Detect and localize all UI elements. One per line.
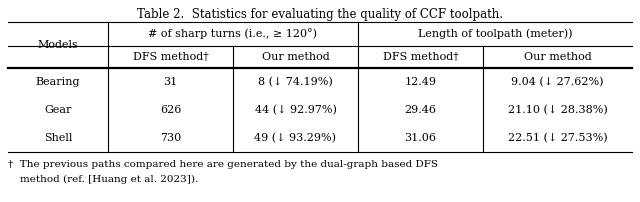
Text: 8 (↓ 74.19%): 8 (↓ 74.19%): [258, 77, 333, 87]
Text: Gear: Gear: [44, 105, 72, 115]
Text: Our method: Our method: [524, 52, 591, 62]
Text: †  The previous paths compared here are generated by the dual-graph based DFS: † The previous paths compared here are g…: [8, 160, 438, 169]
Text: Models: Models: [38, 40, 78, 50]
Text: method (ref. [Huang et al. 2023]).: method (ref. [Huang et al. 2023]).: [20, 175, 198, 184]
Text: Length of toolpath (meter)): Length of toolpath (meter)): [418, 29, 572, 39]
Text: Shell: Shell: [44, 133, 72, 143]
Text: 9.04 (↓ 27.62%): 9.04 (↓ 27.62%): [511, 77, 604, 87]
Text: 626: 626: [160, 105, 181, 115]
Text: 29.46: 29.46: [404, 105, 436, 115]
Text: Bearing: Bearing: [36, 77, 80, 87]
Text: # of sharp turns (i.e., ≥ 120°): # of sharp turns (i.e., ≥ 120°): [148, 28, 317, 39]
Text: 730: 730: [160, 133, 181, 143]
Text: 44 (↓ 92.97%): 44 (↓ 92.97%): [255, 105, 337, 115]
Text: Table 2.  Statistics for evaluating the quality of CCF toolpath.: Table 2. Statistics for evaluating the q…: [137, 8, 503, 21]
Text: 12.49: 12.49: [404, 77, 436, 87]
Text: 49 (↓ 93.29%): 49 (↓ 93.29%): [255, 133, 337, 143]
Text: 22.51 (↓ 27.53%): 22.51 (↓ 27.53%): [508, 133, 607, 143]
Text: DFS method†: DFS method†: [132, 52, 209, 62]
Text: DFS method†: DFS method†: [383, 52, 458, 62]
Text: Our method: Our method: [262, 52, 330, 62]
Text: 31.06: 31.06: [404, 133, 436, 143]
Text: 21.10 (↓ 28.38%): 21.10 (↓ 28.38%): [508, 105, 607, 115]
Text: 31: 31: [163, 77, 178, 87]
